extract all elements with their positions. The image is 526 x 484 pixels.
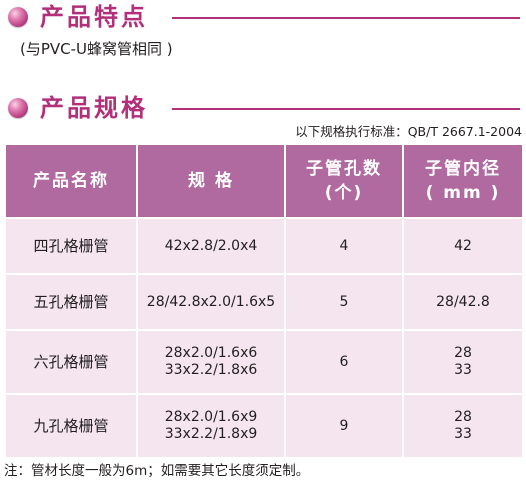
diameter-cell: 28/42.8 xyxy=(402,273,524,331)
pink-bullet-icon xyxy=(8,7,28,27)
spec-line: 33x2.2/1.8x9 xyxy=(164,426,258,442)
holes-cell: 4 xyxy=(284,217,404,275)
section-specs-title: 产品规格 xyxy=(40,94,148,122)
standard-note: 以下规格执行标准：QB/T 2667.1-2004 xyxy=(295,124,522,139)
section-features-divider xyxy=(172,17,520,19)
spec-cell: 28x2.0/1.6x9 33x2.2/1.8x9 xyxy=(136,393,286,459)
section-features-title: 产品特点 xyxy=(40,3,148,31)
table-row: 六孔格栅管 28x2.0/1.6x6 33x2.2/1.8x6 6 28 33 xyxy=(4,329,524,395)
holes-cell: 6 xyxy=(284,329,404,395)
product-name-cell: 六孔格栅管 xyxy=(4,329,138,395)
header-sub-pipe-diameter: 子管内径 ( mm ) xyxy=(402,143,524,219)
section-specs-divider xyxy=(172,108,520,110)
table-row: 五孔格栅管 28/42.8x2.0/1.6x5 5 28/42.8 xyxy=(4,273,524,331)
footnote: 注：管材长度一般为6m；如需要其它长度须定制。 xyxy=(4,463,310,479)
spec-cell: 42x2.8/2.0x4 xyxy=(136,217,286,275)
section-specs-header: 产品规格 xyxy=(8,93,520,129)
spec-line: 28x2.0/1.6x6 xyxy=(164,345,258,361)
product-name-cell: 四孔格栅管 xyxy=(4,217,138,275)
header-holes-line1: 子管孔数 xyxy=(306,159,382,179)
spec-cell: 28x2.0/1.6x6 33x2.2/1.8x6 xyxy=(136,329,286,395)
product-name-cell: 九孔格栅管 xyxy=(4,393,138,459)
section-features-header: 产品特点 xyxy=(8,2,520,38)
header-sub-pipe-holes: 子管孔数 (个) xyxy=(284,143,404,219)
pink-bullet-icon xyxy=(8,98,28,118)
table-row: 四孔格栅管 42x2.8/2.0x4 4 42 xyxy=(4,217,524,275)
diameter-line: 33 xyxy=(454,426,472,442)
spec-cell: 28/42.8x2.0/1.6x5 xyxy=(136,273,286,331)
header-diameter-line2: ( mm ) xyxy=(425,183,501,203)
diameter-cell: 28 33 xyxy=(402,393,524,459)
diameter-line: 33 xyxy=(454,362,472,378)
header-spec: 规 格 xyxy=(136,143,286,219)
holes-cell: 9 xyxy=(284,393,404,459)
diameter-line: 28 xyxy=(454,345,472,361)
spec-line: 28x2.0/1.6x9 xyxy=(164,409,258,425)
diameter-cell: 28 33 xyxy=(402,329,524,395)
holes-cell: 5 xyxy=(284,273,404,331)
table-row: 九孔格栅管 28x2.0/1.6x9 33x2.2/1.8x9 9 28 33 xyxy=(4,393,524,459)
header-diameter-line1: 子管内径 xyxy=(425,159,501,179)
diameter-line: 28 xyxy=(454,409,472,425)
table-header-row: 产品名称 规 格 子管孔数 (个) 子管内径 ( mm ) xyxy=(4,143,524,219)
diameter-cell: 42 xyxy=(402,217,524,275)
product-name-cell: 五孔格栅管 xyxy=(4,273,138,331)
header-product-name: 产品名称 xyxy=(4,143,138,219)
header-holes-line2: (个) xyxy=(324,183,364,203)
features-note: (与PVC-U蜂窝管相同 ) xyxy=(20,40,173,58)
spec-table: 产品名称 规 格 子管孔数 (个) 子管内径 ( mm ) 四孔格栅管 42x2… xyxy=(4,143,524,459)
spec-line: 33x2.2/1.8x6 xyxy=(164,362,258,378)
